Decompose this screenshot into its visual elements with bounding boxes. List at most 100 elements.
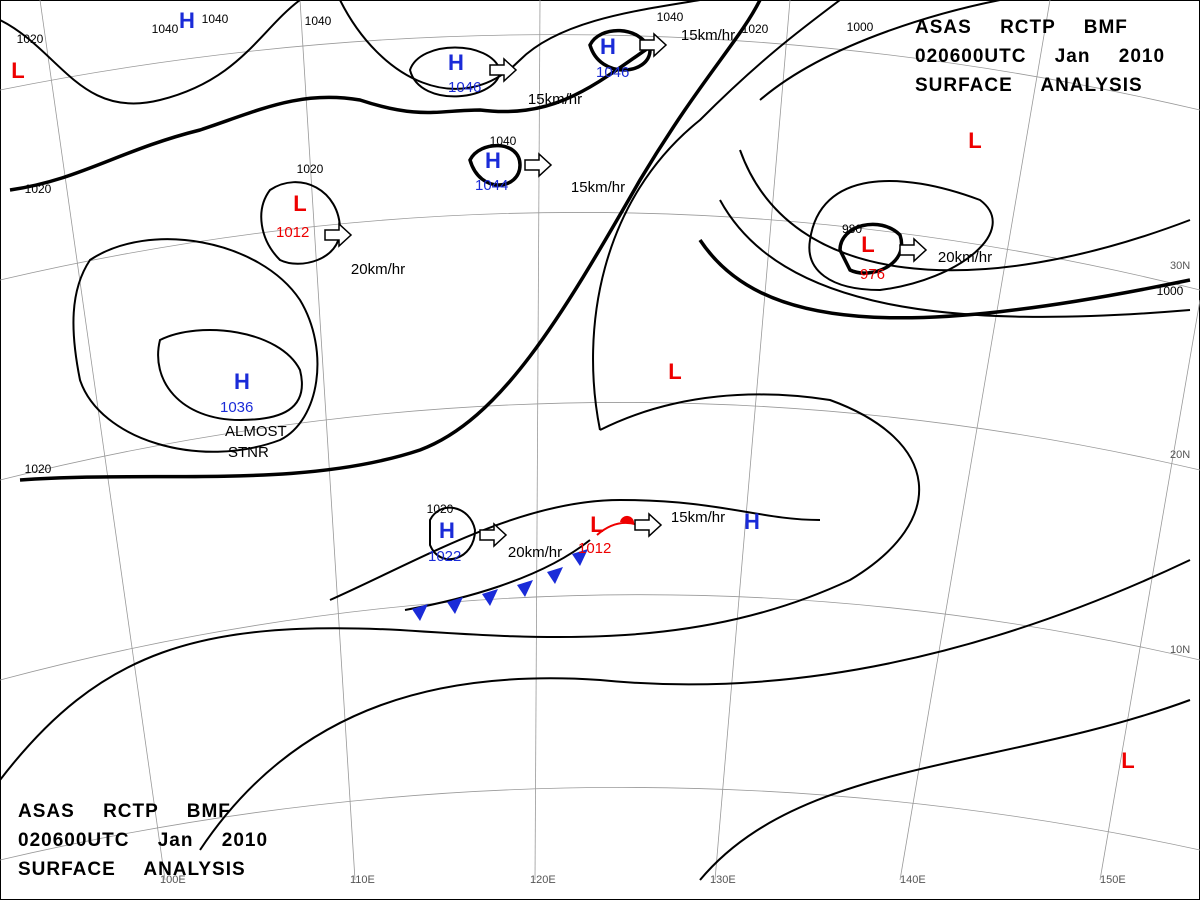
pressure-symbol: H [234, 369, 250, 394]
central-pressure: 1012 [578, 540, 611, 557]
front-triangle [447, 597, 463, 614]
isobar-label: 1020 [427, 502, 454, 516]
central-pressure: 976 [860, 266, 885, 283]
latitude-label: 20N [1170, 449, 1190, 461]
movement-speed: 15km/hr [571, 179, 625, 196]
graticule-line [0, 787, 1200, 861]
graticule-line [899, 0, 1051, 881]
header-text: ASAS RCTP BMF [915, 17, 1128, 38]
isobar [698, 239, 1191, 320]
longitude-label: 110E [350, 874, 375, 886]
movement-speed: 15km/hr [681, 27, 735, 44]
front-triangle [412, 604, 428, 621]
warm-front-bump [620, 515, 635, 524]
isobar [260, 181, 342, 265]
pressure-symbol: L [11, 58, 24, 83]
movement-arrow [324, 222, 353, 248]
pressure-symbol: H [600, 34, 616, 59]
isobar [429, 506, 477, 561]
central-pressure: 1046 [596, 64, 629, 81]
graticule-line [299, 0, 356, 881]
isobar [339, 0, 701, 90]
longitude-label: 150E [1100, 874, 1126, 886]
isobar [759, 0, 1001, 101]
pressure-symbol: L [861, 232, 874, 257]
isobar-label: 1020 [297, 162, 324, 176]
movement-speed: 20km/hr [351, 261, 405, 278]
pressure-symbol: L [668, 359, 681, 384]
isobar-label: 1040 [152, 22, 179, 36]
isobar-label: 1020 [25, 182, 52, 196]
isobar-label: 1020 [17, 32, 44, 46]
central-pressure: 1036 [220, 399, 253, 416]
isobar-label: 1040 [305, 14, 332, 28]
annotation: ALMOST [225, 423, 287, 440]
pressure-symbol: H [448, 50, 464, 75]
movement-speed: 20km/hr [938, 249, 992, 266]
graticule-line [0, 402, 1200, 481]
movement-arrow [479, 522, 508, 548]
isobar-label: 980 [842, 222, 862, 236]
movement-arrow [489, 57, 518, 83]
central-pressure: 1044 [475, 177, 508, 194]
header-text: SURFACE ANALYSIS [915, 75, 1143, 96]
pressure-symbol: H [485, 148, 501, 173]
longitude-label: 120E [530, 874, 556, 886]
isobar [0, 0, 301, 105]
isobar-label: 1040 [202, 12, 229, 26]
graticule-line [714, 0, 791, 881]
longitude-label: 140E [900, 874, 926, 886]
header-text: SURFACE ANALYSIS [18, 859, 246, 880]
isobar [199, 559, 1191, 851]
pressure-symbol: H [179, 8, 195, 33]
central-pressure: 1012 [276, 224, 309, 241]
isobar-label: 1020 [25, 462, 52, 476]
isobar-label: 1040 [490, 134, 517, 148]
graticule-line [0, 594, 1200, 681]
graticule-line [534, 0, 541, 881]
isobar [739, 149, 1191, 272]
movement-arrow [899, 237, 928, 263]
movement-arrow [639, 32, 668, 58]
isobar-label: 1020 [742, 22, 769, 36]
latitude-label: 10N [1170, 644, 1190, 656]
isobar [9, 38, 661, 192]
isobar [72, 238, 319, 453]
graticule-line [0, 212, 1200, 291]
front-triangle [517, 580, 533, 597]
longitude-label: 130E [710, 874, 736, 886]
front-triangle [482, 589, 498, 606]
movement-speed: 15km/hr [528, 91, 582, 108]
isobar [838, 222, 904, 275]
isobar [592, 0, 841, 431]
front-triangle [572, 549, 588, 566]
latitude-label: 30N [1170, 260, 1190, 272]
central-pressure: 1046 [448, 79, 481, 96]
isobar-label: 1040 [657, 10, 684, 24]
annotation: STNR [228, 444, 269, 461]
graticule-line [1099, 299, 1200, 881]
isobar [719, 199, 1191, 318]
central-pressure: 1022 [428, 548, 461, 565]
isobar [699, 699, 1191, 881]
pressure-symbol: L [590, 512, 603, 537]
isobar [157, 329, 303, 422]
graticule-line [39, 0, 166, 881]
isobar [0, 393, 921, 781]
movement-arrow [524, 152, 553, 178]
front-triangle [547, 567, 563, 584]
movement-speed: 15km/hr [671, 509, 725, 526]
movement-arrow [634, 512, 663, 538]
pressure-symbol: H [439, 518, 455, 543]
movement-speed: 20km/hr [508, 544, 562, 561]
pressure-symbol: H [744, 509, 760, 534]
longitude-label: 100E [160, 874, 186, 886]
isobar [19, 0, 762, 482]
isobar-label: 1000 [847, 20, 874, 34]
isobar-label: 1000 [1157, 284, 1184, 298]
header-text: ASAS RCTP BMF [18, 801, 231, 822]
header-text: 020600UTC Jan 2010 [18, 830, 268, 851]
isobar [808, 180, 994, 292]
